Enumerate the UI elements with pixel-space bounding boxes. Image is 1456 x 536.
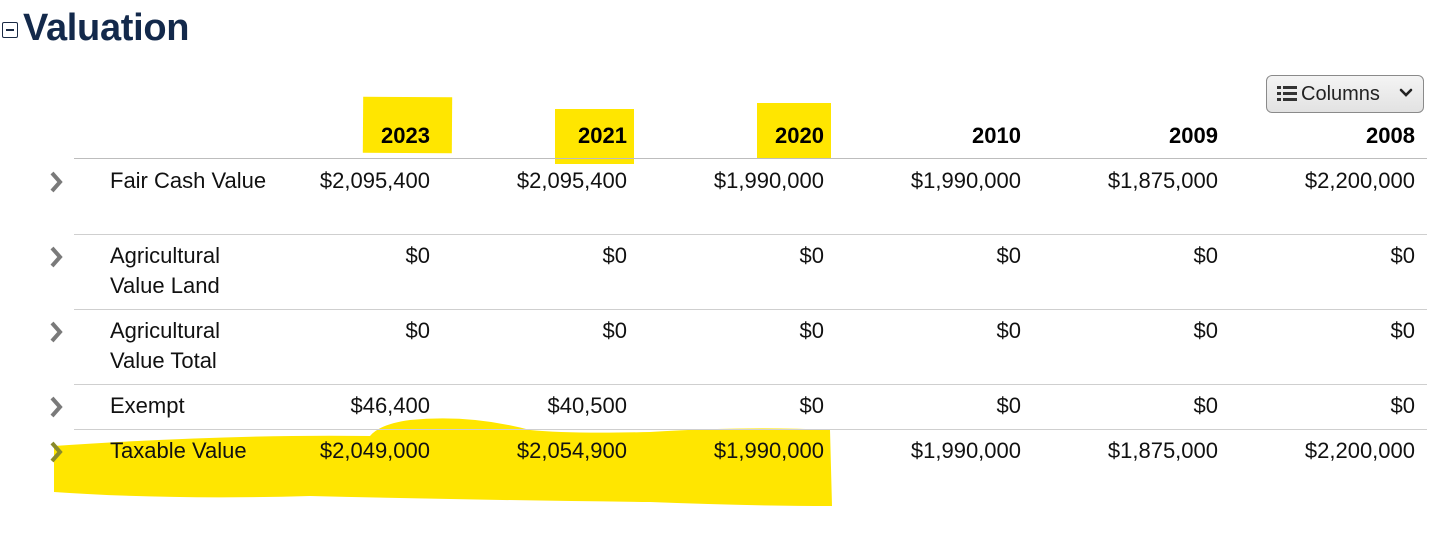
cell-value-2023: $2,095,400 [319, 168, 430, 193]
cell-value-2008: $0 [1390, 318, 1415, 343]
column-header-2023[interactable]: 2023 [381, 123, 430, 148]
cell-value-2020: $0 [799, 318, 824, 343]
row-divider [74, 234, 1427, 235]
columns-button[interactable]: Columns [1266, 75, 1424, 113]
list-icon [1277, 86, 1297, 102]
cell-value-2023: $0 [405, 243, 430, 268]
expand-chevron-icon[interactable] [47, 320, 67, 344]
cell-value-2020: $1,990,000 [713, 438, 824, 463]
header-divider [74, 158, 1427, 159]
expand-chevron-icon[interactable] [47, 170, 67, 194]
cell-value-2010: $0 [996, 243, 1021, 268]
cell-value-2023: $2,049,000 [319, 438, 430, 463]
row-divider [74, 429, 1427, 430]
row-divider [74, 384, 1427, 385]
cell-value-2020: $1,990,000 [713, 168, 824, 193]
cell-value-2010: $1,990,000 [910, 168, 1021, 193]
cell-value-2021: $2,054,900 [516, 438, 627, 463]
cell-value-2008: $0 [1390, 243, 1415, 268]
chevron-down-icon [1399, 88, 1413, 97]
cell-value-2008: $2,200,000 [1304, 438, 1415, 463]
cell-value-2009: $0 [1193, 393, 1218, 418]
cell-value-2008: $0 [1390, 393, 1415, 418]
cell-value-2021: $0 [602, 243, 627, 268]
cell-value-2010: $1,990,000 [910, 438, 1021, 463]
row-label: Taxable Value [110, 438, 247, 463]
column-header-2021[interactable]: 2021 [578, 123, 627, 148]
expand-chevron-icon[interactable] [47, 440, 67, 464]
cell-value-2021: $40,500 [547, 393, 627, 418]
taxable-value-highlight [54, 418, 832, 506]
column-header-2008[interactable]: 2008 [1366, 123, 1415, 148]
year-2020-highlight [757, 103, 831, 159]
row-label: Agricultural Value Land [110, 243, 221, 298]
cell-value-2010: $0 [996, 318, 1021, 343]
row-divider [74, 309, 1427, 310]
columns-button-label: Columns [1301, 82, 1380, 105]
cell-value-2020: $0 [799, 243, 824, 268]
cell-value-2021: $0 [602, 318, 627, 343]
section-header: Valuation [2, 4, 190, 52]
cell-value-2021: $2,095,400 [516, 168, 627, 193]
column-header-2020[interactable]: 2020 [775, 123, 824, 148]
cell-value-2009: $1,875,000 [1107, 168, 1218, 193]
cell-value-2009: $1,875,000 [1107, 438, 1218, 463]
row-label: Agricultural Value Total [110, 318, 221, 373]
collapse-icon[interactable] [2, 22, 18, 38]
section-title: Valuation [23, 6, 190, 49]
column-header-2009[interactable]: 2009 [1169, 123, 1218, 148]
cell-value-2020: $0 [799, 393, 824, 418]
row-label: Exempt [110, 393, 185, 418]
cell-value-2023: $0 [405, 318, 430, 343]
cell-value-2009: $0 [1193, 243, 1218, 268]
expand-chevron-icon[interactable] [47, 395, 67, 419]
row-label: Fair Cash Value [110, 168, 267, 193]
cell-value-2023: $46,400 [350, 393, 430, 418]
year-2021-highlight [555, 109, 634, 164]
cell-value-2009: $0 [1193, 318, 1218, 343]
expand-chevron-icon[interactable] [47, 245, 67, 269]
column-header-2010[interactable]: 2010 [972, 123, 1021, 148]
cell-value-2008: $2,200,000 [1304, 168, 1415, 193]
cell-value-2010: $0 [996, 393, 1021, 418]
